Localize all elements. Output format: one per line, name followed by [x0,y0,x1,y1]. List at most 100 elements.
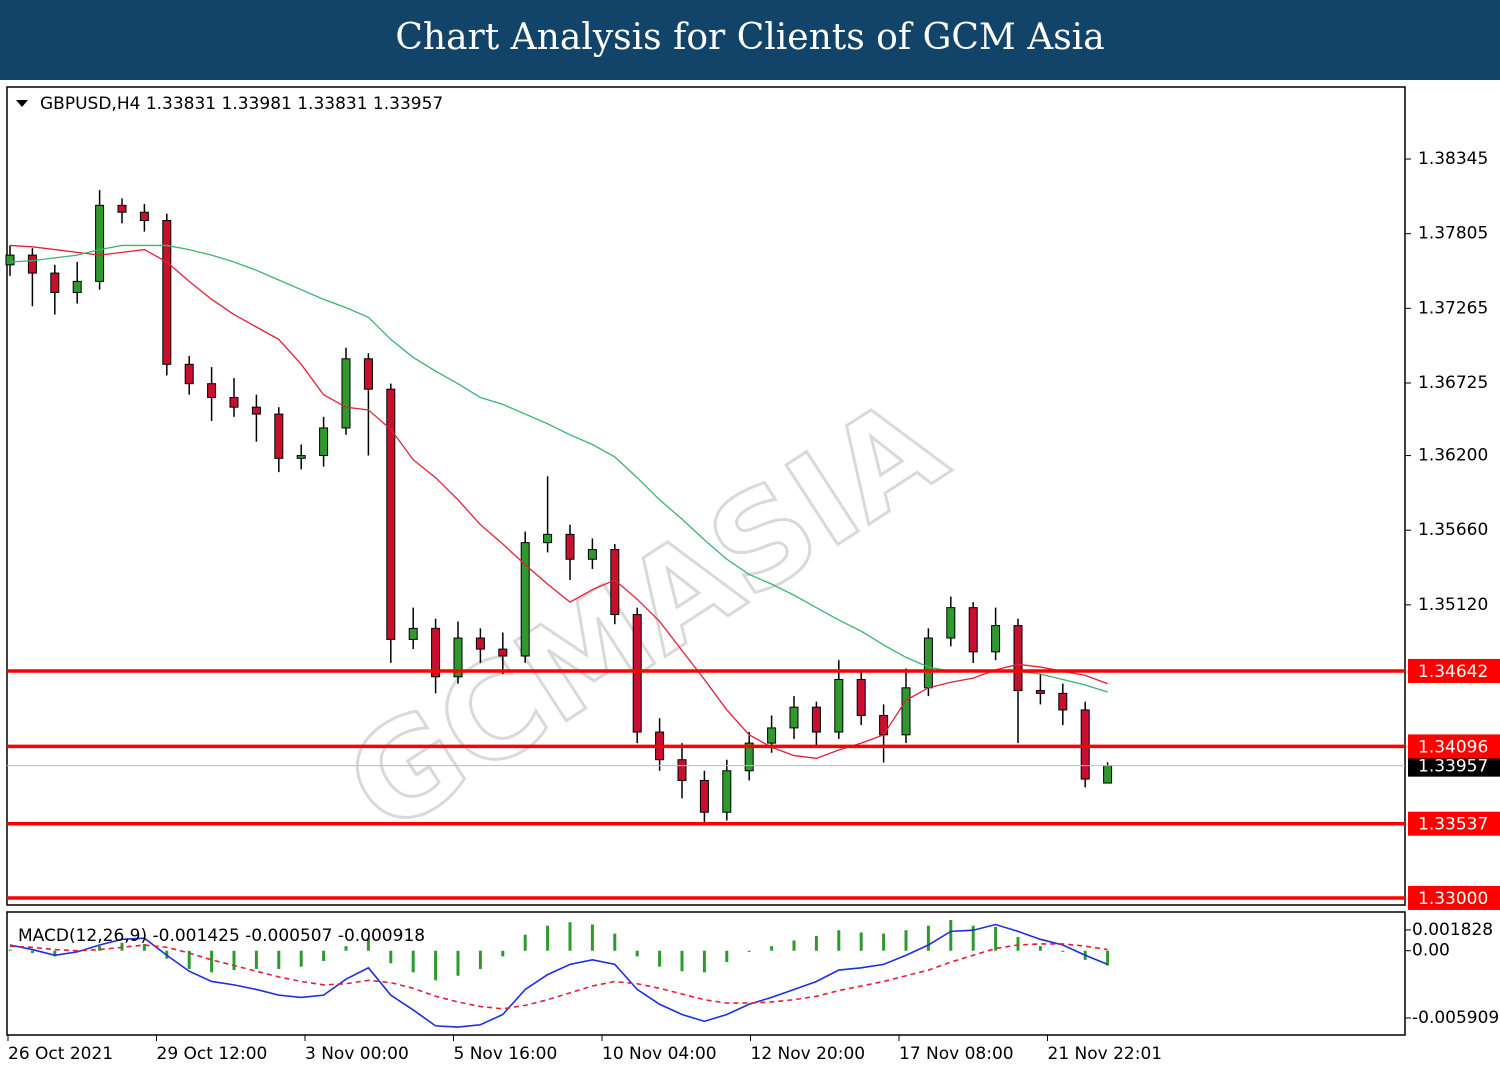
macd-histogram-bar [8,949,12,951]
candle-body [520,542,530,657]
candle-body [453,637,463,678]
macd-histogram-bar [210,950,214,973]
candle-body [1103,765,1113,784]
moving-average [9,244,1108,759]
macd-histogram-bar [254,950,258,969]
candle-body [744,742,754,772]
macd-histogram-bar [1038,946,1042,951]
candle-body [498,648,508,657]
level-box [1408,885,1500,910]
y-tick-label: 1.37805 [1418,224,1488,244]
macd-histogram-bar [389,950,393,964]
candle-body [699,779,709,813]
candle-body [856,679,866,716]
macd-histogram-bar [456,950,460,976]
candle-body [834,679,844,733]
level-label: 1.33000 [1418,889,1488,909]
level-label: 1.34096 [1418,737,1488,757]
price-frame [6,86,1406,906]
candle-body [587,549,597,560]
candle-body [162,220,172,365]
macd-histogram-bar [277,950,281,969]
candle-body [1080,709,1090,780]
x-tick-label: 21 Nov 22:01 [1048,1044,1163,1064]
candle-body [632,614,642,733]
candle-body [475,637,485,650]
candle-body [251,406,261,415]
candle-body [117,204,127,213]
macd-histogram-bar [1016,937,1020,951]
macd-histogram-bar [926,925,930,951]
candle-body [767,727,777,744]
candle-body [901,687,911,736]
macd-histogram-bar [882,933,886,951]
candle-body [95,204,105,282]
macd-histogram-bar [792,940,796,951]
macd-histogram-bar [725,950,729,963]
macd-histogram-bar [1106,950,1110,966]
macd-histogram-bar [1061,950,1065,952]
candle-body [879,714,889,736]
y-tick-label: 1.36725 [1418,373,1488,393]
candle-body [274,413,284,459]
macd-histogram-bar [232,950,236,971]
level-label: 1.34642 [1418,662,1488,682]
macd-histogram-bar [859,932,863,951]
macd-histogram-bar [994,926,998,951]
macd-histogram-bar [590,924,594,951]
x-tick-label: 17 Nov 08:00 [899,1044,1014,1064]
y-tick-label: 1.36200 [1418,446,1488,466]
macd-histogram-bar [299,950,303,967]
dropdown-icon [16,100,28,107]
candle-body [1013,625,1023,692]
macd-histogram-bar [680,950,684,972]
y-tick-label: 1.38345 [1418,149,1488,169]
macd-histogram-bar [568,922,572,951]
candle-body [543,533,553,544]
candle-body [677,759,687,781]
candle-body [565,533,575,560]
candle-body [789,706,799,729]
y-tick-label: 1.35660 [1418,520,1488,540]
current-price-label: 1.33957 [1418,757,1488,777]
macd-histogram-bar [501,950,505,957]
candle-body [27,254,37,274]
macd-histogram-bar [366,938,370,951]
level-label: 1.33537 [1418,815,1488,835]
macd-histogram-bar [142,943,146,951]
macd-histogram-bar [546,925,550,951]
candle-body [296,455,306,459]
macd-histogram-bar [837,930,841,951]
candle-body [946,607,956,639]
macd-histogram-bar [322,950,326,961]
macd-histogram-bar [53,950,57,957]
macd-histogram-bar [635,950,639,957]
macd-histogram-bar [523,934,527,951]
y-tick-label: -0.005909 [1412,1008,1499,1028]
page-title: Chart Analysis for Clients of GCM Asia [395,17,1104,58]
level-box [1408,734,1500,759]
macd-title: MACD(12,26,9) -0.001425 -0.000507 -0.000… [18,926,425,946]
candle-body [811,706,821,733]
macd-histogram-bar [30,950,34,953]
candle-body [319,427,329,457]
macd-histogram-bar [747,950,751,952]
candle-body [207,383,217,398]
candle-body [363,358,373,390]
macd-histogram-bar [98,946,102,951]
x-tick-label: 26 Oct 2021 [8,1044,113,1064]
macd-histogram-bar [770,946,774,951]
macd-line [9,923,1108,1028]
macd-histogram-bar [434,950,438,981]
candle-body [341,358,351,429]
candle-body [991,625,1001,653]
candle-body [386,388,396,640]
candle-body [184,363,194,385]
x-tick-label: 10 Nov 04:00 [602,1044,717,1064]
macd-line [9,943,1108,1010]
x-tick-label: 29 Oct 12:00 [157,1044,268,1064]
candle-body [1058,692,1068,711]
macd-histogram-bar [702,950,706,973]
macd-histogram-bar [187,950,191,969]
